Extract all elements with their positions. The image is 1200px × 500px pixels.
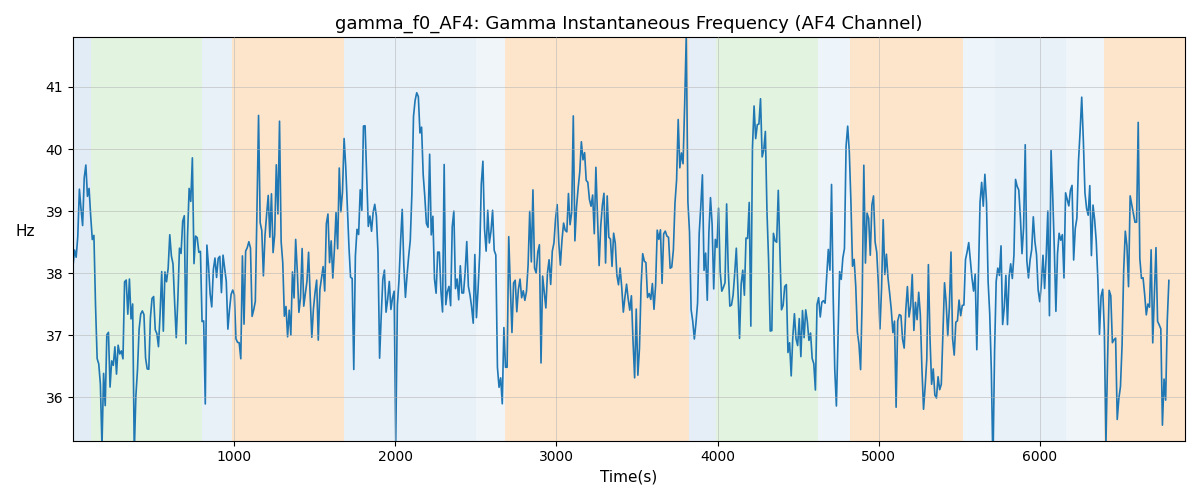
Bar — [476, 38, 505, 440]
Title: gamma_f0_AF4: Gamma Instantaneous Frequency (AF4 Channel): gamma_f0_AF4: Gamma Instantaneous Freque… — [335, 15, 923, 34]
X-axis label: Time(s): Time(s) — [600, 470, 658, 485]
Bar — [716, 38, 817, 440]
Bar — [202, 38, 233, 440]
Bar — [817, 38, 850, 440]
Bar — [505, 38, 689, 440]
Bar — [850, 38, 962, 440]
Y-axis label: Hz: Hz — [16, 224, 35, 239]
Bar — [962, 38, 995, 440]
Bar — [689, 38, 716, 440]
Bar — [995, 38, 1066, 440]
Bar — [343, 38, 374, 440]
Bar — [1066, 38, 1104, 440]
Bar — [91, 38, 202, 440]
Bar — [374, 38, 476, 440]
Bar — [233, 38, 343, 440]
Bar — [1104, 38, 1186, 440]
Bar — [73, 38, 91, 440]
